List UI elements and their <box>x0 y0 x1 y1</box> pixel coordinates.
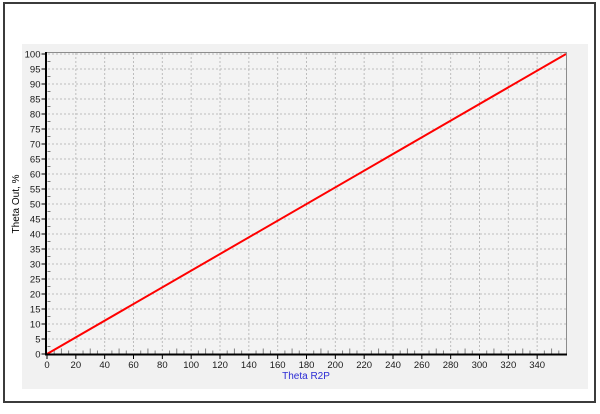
y-tick-label: 100 <box>25 50 41 61</box>
y-axis-title: Theta Out, % <box>11 174 22 233</box>
y-tick-label: 65 <box>30 155 41 166</box>
y-tick-label: 35 <box>30 245 41 256</box>
y-tick-label: 40 <box>30 230 41 241</box>
x-tick-label: 80 <box>157 360 168 371</box>
y-tick-label: 90 <box>30 80 41 91</box>
y-tick-label: 10 <box>30 320 41 331</box>
y-tick-label: 85 <box>30 95 41 106</box>
x-tick-label: 140 <box>241 360 257 371</box>
y-tick-label: 25 <box>30 275 41 286</box>
x-tick-label: 100 <box>183 360 199 371</box>
x-tick-label: 300 <box>472 360 488 371</box>
x-axis-title: Theta R2P <box>282 371 330 382</box>
x-tick-label: 260 <box>414 360 430 371</box>
y-tick-label: 95 <box>30 65 41 76</box>
x-tick-label: 180 <box>299 360 315 371</box>
x-tick-label: 320 <box>500 360 516 371</box>
y-tick-label: 20 <box>30 290 41 301</box>
x-tick-label: 220 <box>356 360 372 371</box>
y-tick-label: 80 <box>30 110 41 121</box>
y-tick-label: 15 <box>30 305 41 316</box>
y-tick-label: 60 <box>30 170 41 181</box>
y-tick-label: 70 <box>30 140 41 151</box>
x-tick-label: 60 <box>128 360 139 371</box>
y-tick-label: 5 <box>35 335 40 346</box>
x-tick-label: 0 <box>44 360 49 371</box>
x-tick-label: 340 <box>529 360 545 371</box>
x-tick-label: 160 <box>270 360 286 371</box>
y-tick-label: 0 <box>35 350 40 361</box>
y-tick-label: 30 <box>30 260 41 271</box>
x-tick-label: 240 <box>385 360 401 371</box>
x-tick-label: 200 <box>327 360 343 371</box>
y-tick-label: 50 <box>30 200 41 211</box>
y-tick-label: 45 <box>30 215 41 226</box>
x-tick-label: 40 <box>99 360 110 371</box>
y-tick-label: 75 <box>30 125 41 136</box>
y-tick-label: 55 <box>30 185 41 196</box>
series-line <box>46 53 567 355</box>
x-tick-label: 20 <box>71 360 82 371</box>
x-tick-label: 120 <box>212 360 228 371</box>
x-tick-label: 280 <box>443 360 459 371</box>
